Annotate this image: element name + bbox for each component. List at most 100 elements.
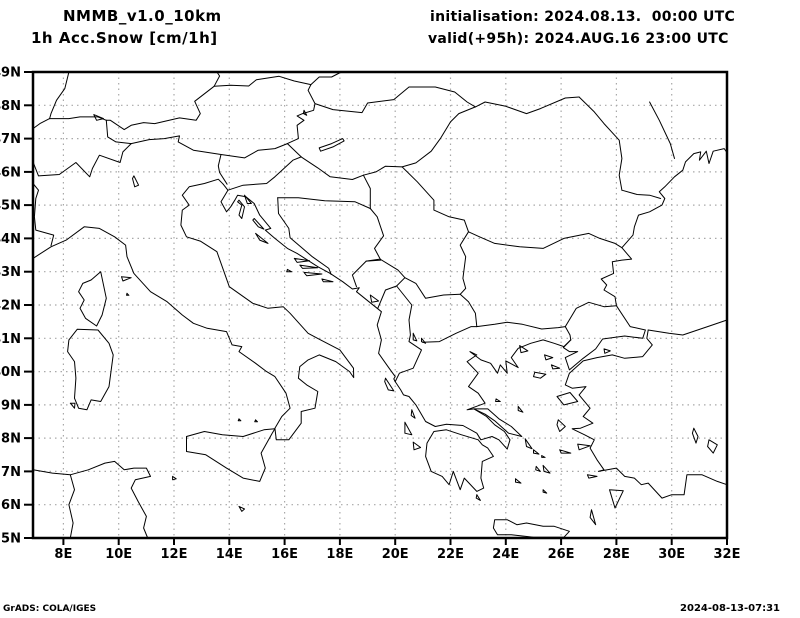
feature-border-rs-bg	[459, 231, 469, 295]
feature-border-ro-bg	[468, 231, 623, 249]
feature-samothrace	[544, 354, 554, 361]
feature-lefkada	[410, 409, 416, 419]
x-axis-label-24E: 24E	[492, 547, 519, 562]
feature-lake-bodensee	[93, 114, 104, 121]
feature-lake-garda	[132, 175, 140, 188]
feature-elba	[121, 276, 132, 282]
y-axis-label-49N: 49N	[0, 66, 21, 81]
feature-border-rs-hr	[362, 174, 371, 209]
feature-border-mk-bg	[459, 293, 478, 328]
feature-hvar	[299, 264, 319, 269]
feature-border-hr-ba-sava	[277, 197, 371, 209]
feature-skopelos	[495, 398, 501, 402]
valid-time: valid(+95h): 2024.AUG.16 23:00 UTC	[428, 31, 729, 47]
feature-montecristo	[126, 292, 130, 296]
feature-border-ch-fr-west	[32, 118, 51, 130]
feature-lake-scutari	[369, 294, 380, 303]
y-axis-label-45N: 45N	[0, 199, 21, 214]
feature-anatolia-west-south-coast	[564, 329, 728, 499]
y-axis-label-48N: 48N	[0, 99, 21, 114]
axis-ticks	[24, 71, 728, 545]
feature-border-si-hr	[227, 156, 302, 191]
feature-border-at-hu	[286, 84, 316, 145]
y-axis-label-46N: 46N	[0, 165, 21, 180]
y-axis-label-43N: 43N	[0, 265, 21, 280]
feature-mljet	[321, 278, 334, 283]
feature-korcula	[303, 271, 323, 277]
feature-krk	[244, 194, 252, 204]
feature-border-rs-me-mk	[365, 258, 461, 299]
feature-milos	[515, 478, 522, 484]
feature-samos	[577, 443, 591, 451]
x-axis-label-26E: 26E	[548, 547, 575, 562]
feature-lesbos	[556, 392, 579, 406]
feature-border-me-al	[377, 277, 406, 309]
x-axis-label-10E: 10E	[105, 547, 132, 562]
feature-lake-balaton	[318, 138, 345, 152]
feature-kythira	[475, 494, 481, 501]
feature-border-rs-ba-me	[351, 208, 385, 288]
feature-lemnos	[533, 371, 547, 379]
feature-lake-egirdir	[691, 427, 699, 444]
feature-border-hu-ro	[401, 106, 476, 168]
y-axis-label-40N: 40N	[0, 365, 21, 380]
feature-karpathos	[589, 509, 597, 526]
feature-ikaria	[559, 449, 572, 454]
feature-naxos	[542, 464, 551, 474]
y-axis-label-35N: 35N	[0, 532, 21, 547]
x-axis-label-12E: 12E	[161, 547, 188, 562]
feature-mykonos	[541, 455, 546, 458]
feature-italy-coast	[32, 178, 355, 441]
feature-lake-beysehir	[707, 439, 718, 454]
feature-border-hu-rs	[362, 165, 403, 176]
model-title: NMMB_v1.0_10km	[63, 7, 222, 25]
feature-tunisia-algeria-border	[68, 474, 75, 539]
feature-sicily	[186, 428, 276, 482]
feature-chios	[556, 419, 566, 432]
y-axis-label-42N: 42N	[0, 299, 21, 314]
y-axis-label-39N: 39N	[0, 398, 21, 413]
feature-border-ch-at	[105, 119, 132, 145]
feature-border-gr-tr	[564, 326, 572, 341]
feature-sardinia	[67, 328, 114, 411]
feature-greece-mainland-coast	[394, 339, 572, 450]
feature-paros	[535, 465, 541, 472]
y-axis-label-38N: 38N	[0, 432, 21, 447]
x-axis-label-18E: 18E	[326, 547, 353, 562]
x-axis-label-30E: 30E	[658, 547, 685, 562]
feature-border-gr-bg	[476, 321, 566, 330]
x-axis-label-32E: 32E	[714, 547, 741, 562]
feature-border-at-it-si	[130, 135, 228, 185]
feature-imbros	[550, 364, 561, 370]
feature-pag	[252, 218, 265, 230]
feature-aeolian-2	[237, 418, 242, 422]
feature-border-ch-it	[32, 143, 132, 178]
feature-crete	[492, 519, 570, 538]
y-axis-label-37N: 37N	[0, 465, 21, 480]
x-axis-label-14E: 14E	[216, 547, 243, 562]
feature-border-hu-hr	[300, 156, 364, 180]
feature-border-fr-it	[32, 183, 55, 247]
feature-skyros	[517, 406, 524, 413]
feature-kefalonia	[404, 421, 413, 436]
feature-border-cz-at-sk	[213, 71, 342, 87]
creation-timestamp: 2024-08-13-07:31	[680, 603, 780, 614]
feature-pantelleria	[172, 475, 177, 481]
y-axis-label-41N: 41N	[0, 332, 21, 347]
feature-border-rs-ro	[401, 166, 469, 233]
field-title: 1h Acc.Snow [cm/1h]	[31, 29, 218, 47]
x-axis-label-20E: 20E	[382, 547, 409, 562]
feature-malta	[238, 505, 245, 512]
feature-marmara-island	[603, 348, 611, 354]
feature-corsica	[78, 271, 107, 327]
feature-border-sk-hu	[314, 86, 476, 114]
grid-lines	[33, 72, 727, 538]
feature-kos	[586, 474, 598, 479]
feature-vis	[286, 268, 292, 273]
feature-thasos	[519, 345, 529, 354]
feature-border-al-east	[394, 285, 422, 383]
feature-border-hu-si	[286, 143, 302, 158]
map-features	[32, 71, 728, 539]
x-axis-label-28E: 28E	[603, 547, 630, 562]
